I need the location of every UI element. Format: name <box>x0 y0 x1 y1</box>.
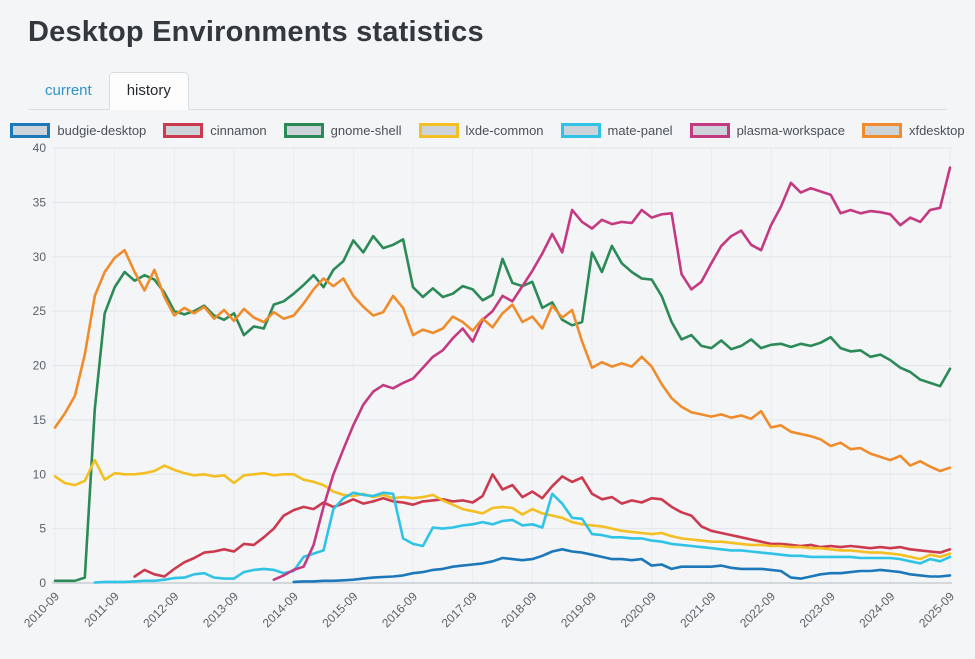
history-chart: 2010-09 2011-09 2012-09 2013-09 2014-09 2015-… <box>21 141 957 630</box>
legend-label: mate-panel <box>607 122 673 138</box>
tabs-bar: current history <box>28 72 947 111</box>
series-line-budgie-desktop <box>292 548 952 584</box>
legend-swatch-icon <box>163 122 204 138</box>
tab-history[interactable]: history <box>108 72 189 111</box>
legend-item-cinnamon[interactable]: cinnamon <box>163 122 267 138</box>
legend-swatch-icon <box>861 122 902 138</box>
x-tick-label: 2014-09 <box>260 589 301 630</box>
x-tick-label: 2010-09 <box>21 589 62 630</box>
legend-swatch-icon <box>689 122 730 138</box>
x-tick-label: 2015-09 <box>319 589 360 630</box>
x-tick-label: 2021-09 <box>677 589 718 630</box>
legend-swatch-icon <box>560 122 601 138</box>
legend-label: plasma-workspace <box>736 122 845 138</box>
y-tick-label: 25 <box>33 304 47 318</box>
y-tick-label: 15 <box>33 413 47 427</box>
legend-swatch-icon <box>10 122 51 138</box>
legend-label: xfdesktop <box>908 122 965 138</box>
y-tick-label: 5 <box>39 522 46 536</box>
x-tick-label: 2013-09 <box>200 589 241 630</box>
legend-item-plasma-workspace[interactable]: plasma-workspace <box>689 122 845 138</box>
legend-label: gnome-shell <box>330 122 402 138</box>
legend-label: lxde-common <box>465 122 544 138</box>
tab-current[interactable]: current <box>45 82 92 100</box>
x-tick-label: 2017-09 <box>439 589 480 630</box>
series-line-lxde-common <box>53 459 952 561</box>
legend-swatch-icon <box>418 122 459 138</box>
series-line-cinnamon <box>133 473 952 579</box>
y-tick-label: 10 <box>33 468 47 482</box>
chart-area: 2010-09 2011-09 2012-09 2013-09 2014-09 2015-… <box>0 141 975 657</box>
series-line-plasma-workspace <box>272 166 952 582</box>
page-title: Desktop Environments statistics <box>28 16 484 48</box>
x-tick-label: 2023-09 <box>797 589 838 630</box>
x-tick-label: 2025-09 <box>916 589 957 630</box>
legend-item-budgie-desktop[interactable]: budgie-desktop <box>10 122 147 138</box>
legend-label: cinnamon <box>210 122 267 138</box>
y-tick-label: 30 <box>33 250 47 264</box>
legend-item-mate-panel[interactable]: mate-panel <box>560 122 673 138</box>
legend-item-lxde-common[interactable]: lxde-common <box>418 122 544 138</box>
series-line-xfdesktop <box>53 249 952 473</box>
x-tick-label: 2019-09 <box>558 589 599 630</box>
legend-swatch-icon <box>283 122 324 138</box>
x-tick-label: 2022-09 <box>737 589 778 630</box>
y-tick-label: 40 <box>33 141 47 155</box>
x-tick-label: 2024-09 <box>856 589 897 630</box>
series-line-mate-panel <box>93 491 952 585</box>
x-tick-label: 2011-09 <box>81 589 122 630</box>
legend-item-gnome-shell[interactable]: gnome-shell <box>283 122 402 138</box>
x-tick-label: 2020-09 <box>618 589 659 630</box>
y-tick-label: 35 <box>33 196 47 210</box>
x-tick-label: 2016-09 <box>379 589 420 630</box>
y-tick-label: 20 <box>33 359 47 373</box>
legend-item-xfdesktop[interactable]: xfdesktop <box>861 122 965 138</box>
x-tick-label: 2012-09 <box>140 589 181 630</box>
chart-legend: budgie-desktop cinnamon gnome-shell lxde-co… <box>0 122 975 138</box>
legend-label: budgie-desktop <box>57 122 147 138</box>
y-tick-label: 0 <box>39 576 46 590</box>
x-tick-label: 2018-09 <box>498 589 539 630</box>
